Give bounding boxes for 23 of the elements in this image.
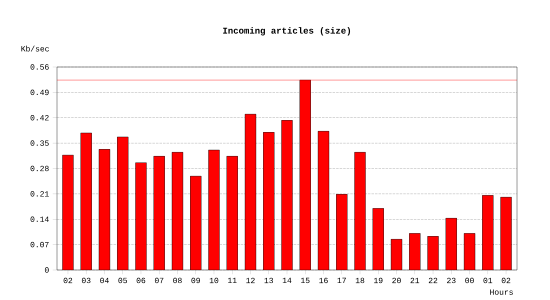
bar bbox=[318, 130, 330, 270]
bar bbox=[80, 132, 92, 270]
bar bbox=[117, 136, 128, 270]
bar bbox=[482, 195, 494, 270]
bar bbox=[154, 156, 165, 270]
bar bbox=[336, 194, 348, 270]
bar bbox=[98, 149, 110, 270]
bar bbox=[62, 154, 74, 270]
bar bbox=[464, 233, 476, 270]
bar bbox=[282, 120, 292, 270]
bar bbox=[190, 176, 202, 270]
bar bbox=[263, 132, 274, 270]
bar bbox=[446, 218, 457, 270]
bar bbox=[208, 150, 220, 270]
bar bbox=[226, 156, 238, 270]
bar bbox=[372, 208, 384, 270]
bar bbox=[354, 152, 366, 270]
bar bbox=[500, 196, 512, 270]
chart-title: Incoming articles (size) bbox=[223, 27, 350, 36]
bar bbox=[135, 162, 147, 270]
bar bbox=[172, 152, 184, 270]
bar bbox=[409, 233, 420, 270]
bar bbox=[244, 114, 256, 270]
